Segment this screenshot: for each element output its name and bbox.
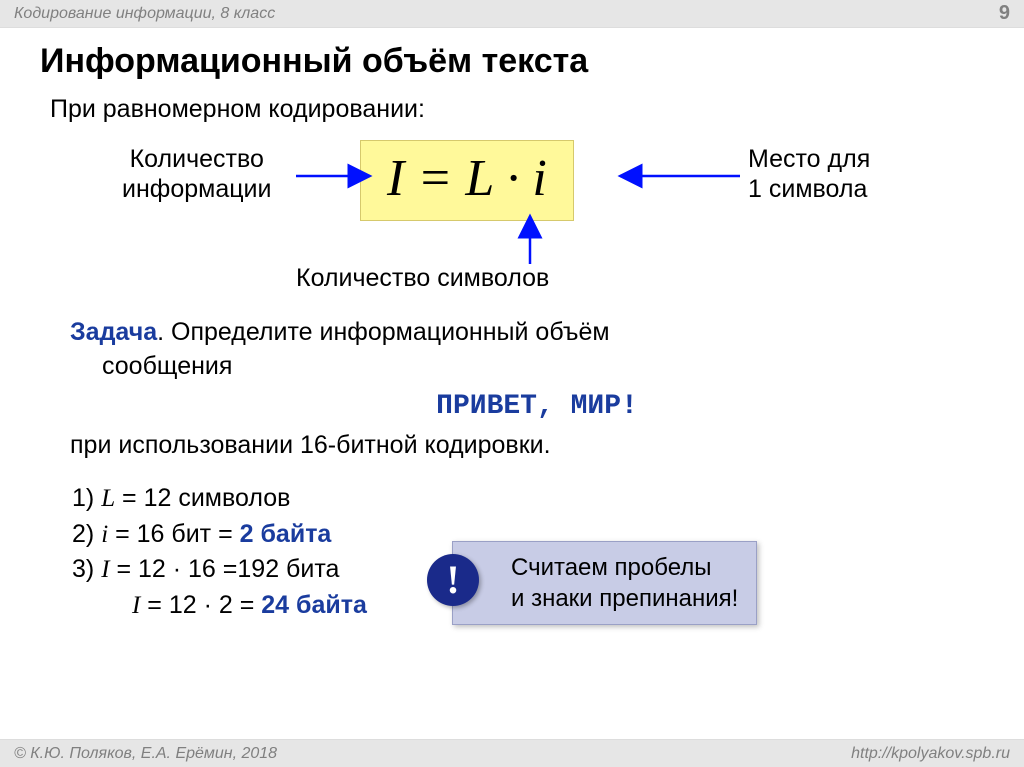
task-message: ПРИВЕТ, МИР!	[50, 388, 1024, 426]
task-block: Задача. Определите информационный объём …	[70, 316, 1024, 463]
formula-label-right: Место для1 символа	[748, 144, 870, 204]
copyright: © К.Ю. Поляков, Е.А. Ерёмин, 2018	[14, 745, 277, 763]
note-line-1: Считаем пробелы	[511, 552, 738, 583]
header-bar: Кодирование информации, 8 класс 9	[0, 0, 1024, 28]
task-text-1: . Определите информационный объём	[157, 318, 609, 346]
breadcrumb: Кодирование информации, 8 класс	[14, 5, 275, 23]
formula-box: I = L · i	[360, 140, 574, 221]
note-line-2: и знаки препинания!	[511, 583, 738, 614]
note-box: ! Считаем пробелы и знаки препинания!	[452, 541, 757, 625]
subtitle: При равномерном кодировании:	[50, 95, 1024, 124]
task-label: Задача	[70, 318, 157, 346]
footer-bar: © К.Ю. Поляков, Е.А. Ерёмин, 2018 http:/…	[0, 739, 1024, 767]
solution-line-1: 1) L = 12 символов	[72, 481, 1024, 517]
task-text-2: сообщения	[102, 350, 1024, 384]
footer-url: http://kpolyakov.spb.ru	[851, 745, 1010, 763]
formula-region: Количествоинформации I = L · i Место для…	[0, 134, 1024, 254]
page-number: 9	[999, 2, 1010, 25]
exclamation-icon: !	[427, 554, 479, 606]
formula-label-bottom: Количество символов	[296, 264, 549, 293]
task-text-3: при использовании 16-битной кодировки.	[70, 429, 1024, 463]
page-title: Информационный объём текста	[40, 42, 1024, 81]
formula-label-left: Количествоинформации	[122, 144, 272, 204]
